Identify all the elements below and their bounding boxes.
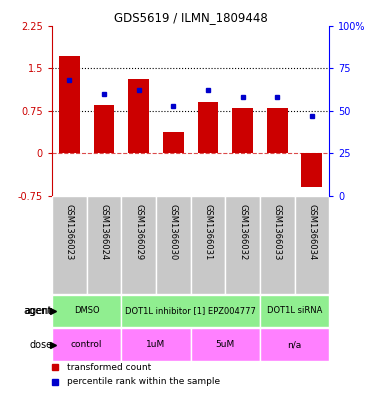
Bar	[156, 196, 191, 294]
Bar	[232, 108, 253, 153]
Bar	[295, 196, 329, 294]
Title: GDS5619 / ILMN_1809448: GDS5619 / ILMN_1809448	[114, 11, 268, 24]
Text: GSM1366033: GSM1366033	[273, 204, 282, 260]
Text: agent: agent	[24, 306, 52, 316]
Bar	[121, 196, 156, 294]
Text: percentile rank within the sample: percentile rank within the sample	[67, 377, 220, 386]
Text: agent: agent	[24, 306, 52, 316]
Text: GSM1366030: GSM1366030	[169, 204, 178, 260]
Text: GSM1366031: GSM1366031	[203, 204, 213, 260]
Bar	[260, 196, 295, 294]
Text: dose: dose	[29, 340, 52, 349]
Bar	[260, 329, 329, 361]
Text: 1uM: 1uM	[146, 340, 166, 349]
Text: GSM1366024: GSM1366024	[99, 204, 109, 260]
Bar	[128, 79, 149, 153]
Bar	[225, 196, 260, 294]
Bar	[191, 329, 260, 361]
Bar	[52, 196, 87, 294]
Bar	[87, 196, 121, 294]
Text: DOT1L siRNA: DOT1L siRNA	[267, 307, 322, 316]
Bar	[94, 105, 114, 153]
Text: transformed count: transformed count	[67, 363, 151, 372]
Text: n/a: n/a	[287, 340, 302, 349]
Text: control: control	[71, 340, 102, 349]
Text: GSM1366034: GSM1366034	[307, 204, 316, 260]
Bar	[59, 55, 80, 153]
Text: GSM1366032: GSM1366032	[238, 204, 247, 260]
Bar	[191, 196, 225, 294]
Bar	[163, 132, 184, 153]
Text: GSM1366023: GSM1366023	[65, 204, 74, 260]
Bar	[52, 295, 121, 327]
Text: 5uM: 5uM	[216, 340, 235, 349]
Text: GSM1366029: GSM1366029	[134, 204, 143, 260]
Bar	[198, 102, 218, 153]
Bar	[260, 295, 329, 327]
Text: DMSO: DMSO	[74, 307, 99, 316]
Bar	[267, 108, 288, 153]
Bar	[301, 153, 322, 187]
Bar	[121, 329, 191, 361]
Bar	[121, 295, 260, 327]
Text: DOT1L inhibitor [1] EPZ004777: DOT1L inhibitor [1] EPZ004777	[125, 307, 256, 316]
Bar	[52, 329, 121, 361]
